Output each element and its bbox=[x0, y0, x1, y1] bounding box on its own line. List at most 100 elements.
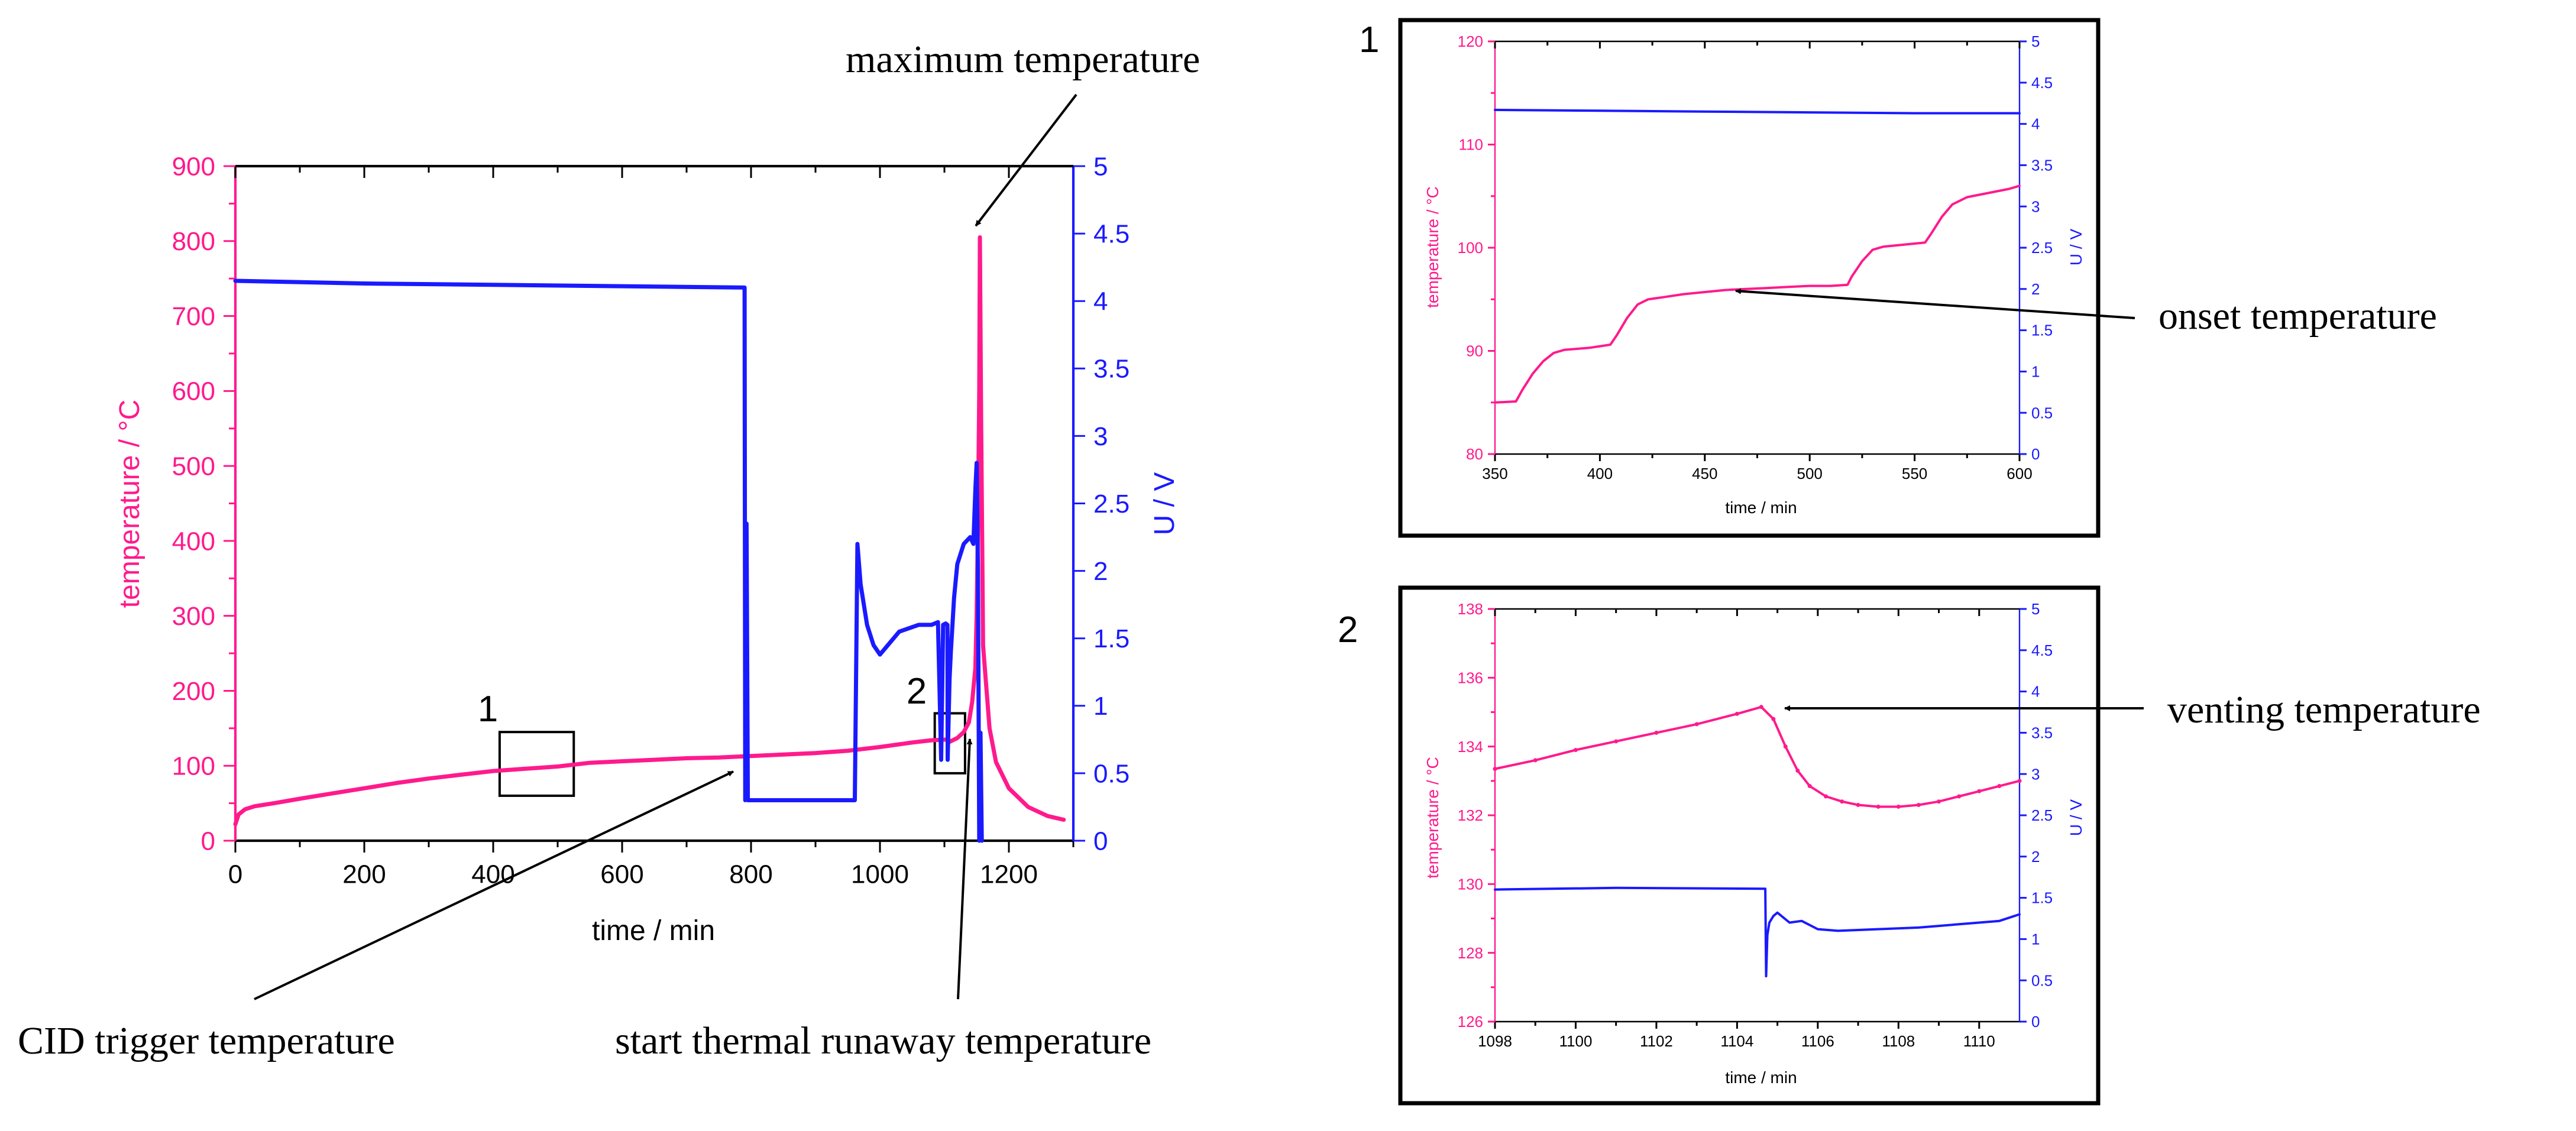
inset-2-frame bbox=[1398, 585, 2101, 1106]
inset2-y2tick-label: 2 bbox=[2031, 848, 2040, 866]
main-box-1-label: 1 bbox=[478, 689, 498, 730]
main-y2tick-label: 4.5 bbox=[1093, 220, 1130, 249]
inset-2: 2 1098 1100 1102 1104 1106 1108 11101261281301… bbox=[1338, 585, 2101, 1106]
inset-2-series bbox=[1493, 705, 2022, 978]
main-y2tick-label: 0 bbox=[1093, 827, 1108, 855]
inset2-temperature-point bbox=[2017, 779, 2022, 783]
inset2-temperature-point bbox=[1573, 747, 1578, 752]
main-xtick-label: 0 bbox=[228, 860, 242, 889]
inset2-ytick-label: 136 bbox=[1458, 669, 1483, 686]
arrow-maximum-temperature bbox=[975, 93, 1077, 227]
inset2-ytick-label: 132 bbox=[1458, 806, 1483, 824]
inset-1-annotation: onset temperature bbox=[1735, 288, 2437, 338]
inset-2-annotation: venting temperature bbox=[1784, 688, 2481, 731]
inset1-xtick-label: 400 bbox=[1587, 465, 1613, 482]
main-box-2-label: 2 bbox=[907, 671, 927, 712]
main-ytick-label: 700 bbox=[172, 302, 215, 331]
inset2-U-line bbox=[1494, 886, 2021, 978]
inset2-temperature-line bbox=[1494, 705, 2021, 808]
inset-2-y2-axis-label: U / V bbox=[2067, 799, 2085, 837]
inset2-temperature-point bbox=[1694, 722, 1699, 727]
inset1-ytick-label: 120 bbox=[1458, 33, 1483, 50]
main-ytick-label: 400 bbox=[172, 527, 215, 556]
inset2-y2tick-label: 4 bbox=[2031, 683, 2040, 701]
inset2-ytick-label: 126 bbox=[1458, 1013, 1483, 1030]
inset1-y2tick-label: 1 bbox=[2031, 363, 2040, 381]
inset2-temperature-point bbox=[1795, 768, 1800, 773]
inset2-temperature-point bbox=[1937, 799, 1941, 804]
main-y2tick-label: 3.5 bbox=[1093, 355, 1130, 384]
inset2-temperature-point bbox=[1654, 730, 1659, 735]
inset2-ytick-label: 138 bbox=[1458, 600, 1483, 618]
inset-1-x-axis-label: time / min bbox=[1725, 498, 1797, 517]
annotation-maximum-temperature: maximum temperature bbox=[846, 38, 1200, 81]
inset2-temperature-point bbox=[1493, 766, 1497, 771]
inset2-temperature-point bbox=[1783, 744, 1788, 749]
main-xtick-label: 200 bbox=[342, 860, 386, 889]
main-y2tick-label: 1 bbox=[1093, 692, 1108, 721]
inset2-xtick-label: 1106 bbox=[1801, 1032, 1834, 1050]
inset1-y2tick-label: 2.5 bbox=[2031, 239, 2053, 257]
main-y2tick-label: 0.5 bbox=[1093, 759, 1130, 788]
arrow-start-thermal-runaway bbox=[957, 738, 973, 1000]
inset2-temperature-point bbox=[1997, 784, 2002, 789]
main-ytick-label: 0 bbox=[201, 827, 215, 855]
main-ytick-label: 500 bbox=[172, 452, 215, 481]
inset1-ytick-label: 100 bbox=[1458, 239, 1483, 257]
main-ytick-label: 800 bbox=[172, 227, 215, 256]
inset2-temperature-point bbox=[1533, 758, 1538, 763]
inset-1-frame bbox=[1398, 18, 2101, 538]
inset-2-y-axis-label: temperature / °C bbox=[1423, 757, 1442, 879]
inset-1-series bbox=[1494, 108, 2021, 404]
inset2-y2tick-label: 4.5 bbox=[2031, 641, 2053, 659]
main-xtick-label: 400 bbox=[471, 860, 514, 889]
inset1-y2tick-label: 5 bbox=[2031, 33, 2040, 50]
inset2-temperature-point bbox=[1957, 794, 1962, 799]
inset2-ytick-label: 128 bbox=[1458, 944, 1483, 962]
inset2-temperature-point bbox=[1896, 804, 1901, 809]
inset2-temperature-point bbox=[1856, 803, 1860, 808]
main-y-axis-label: temperature / °C bbox=[114, 400, 145, 608]
annotation-start-thermal-runaway: start thermal runaway temperature bbox=[615, 1019, 1151, 1062]
inset2-y2tick-label: 0 bbox=[2031, 1013, 2040, 1030]
inset-1-number: 1 bbox=[1359, 20, 1379, 60]
inset2-xtick-label: 1104 bbox=[1720, 1032, 1753, 1050]
inset1-U-line bbox=[1494, 108, 2021, 115]
inset-1-y-axis-label: temperature / °C bbox=[1423, 186, 1442, 308]
inset2-temperature-point bbox=[1771, 717, 1776, 721]
inset1-y2tick-label: 0.5 bbox=[2031, 404, 2053, 422]
inset2-y2tick-label: 1.5 bbox=[2031, 889, 2053, 907]
inset1-y2tick-label: 3.5 bbox=[2031, 157, 2053, 174]
inset2-temperature-point bbox=[1807, 784, 1812, 789]
main-ytick-label: 900 bbox=[172, 152, 215, 181]
annotation-venting-temperature: venting temperature bbox=[2167, 688, 2481, 731]
arrow-onset-temperature bbox=[1735, 288, 2135, 319]
inset2-temperature-point bbox=[1734, 711, 1739, 716]
main-U-line bbox=[233, 278, 984, 843]
annotation-onset-temperature: onset temperature bbox=[2158, 294, 2437, 338]
inset1-y2tick-label: 1.5 bbox=[2031, 322, 2053, 339]
inset2-y2tick-label: 3 bbox=[2031, 765, 2040, 783]
main-chart: 0 200 400 600 800 1000 1200 0 100 200 300 400 500 600… bbox=[114, 152, 1180, 947]
main-x-axis-label: time / min bbox=[592, 915, 715, 947]
main-xtick-label: 600 bbox=[600, 860, 643, 889]
inset2-temperature-point bbox=[1977, 789, 1982, 793]
inset1-y2tick-label: 4 bbox=[2031, 115, 2040, 133]
main-y2tick-label: 5 bbox=[1093, 152, 1108, 181]
inset-1: 1 350 400 450 500 550 600 80 90 100 110 120 0 0.5 1 1.… bbox=[1359, 18, 2101, 538]
annotation-cid-trigger: CID trigger temperature bbox=[18, 1019, 395, 1062]
main-ytick-label: 300 bbox=[172, 602, 215, 631]
inset2-temperature-point bbox=[1823, 794, 1828, 799]
main-y2tick-label: 1.5 bbox=[1093, 624, 1130, 653]
main-y2tick-label: 2 bbox=[1093, 557, 1108, 586]
inset2-temperature-point bbox=[1840, 799, 1844, 804]
inset1-y2tick-label: 3 bbox=[2031, 197, 2040, 215]
main-xtick-label: 1200 bbox=[980, 860, 1038, 889]
main-ytick-label: 100 bbox=[172, 752, 215, 781]
inset1-ytick-label: 90 bbox=[1466, 342, 1483, 360]
inset2-y2tick-label: 5 bbox=[2031, 600, 2040, 618]
inset2-xtick-label: 1108 bbox=[1882, 1032, 1915, 1050]
inset1-xtick-label: 550 bbox=[1902, 465, 1927, 482]
main-series bbox=[233, 235, 1066, 843]
